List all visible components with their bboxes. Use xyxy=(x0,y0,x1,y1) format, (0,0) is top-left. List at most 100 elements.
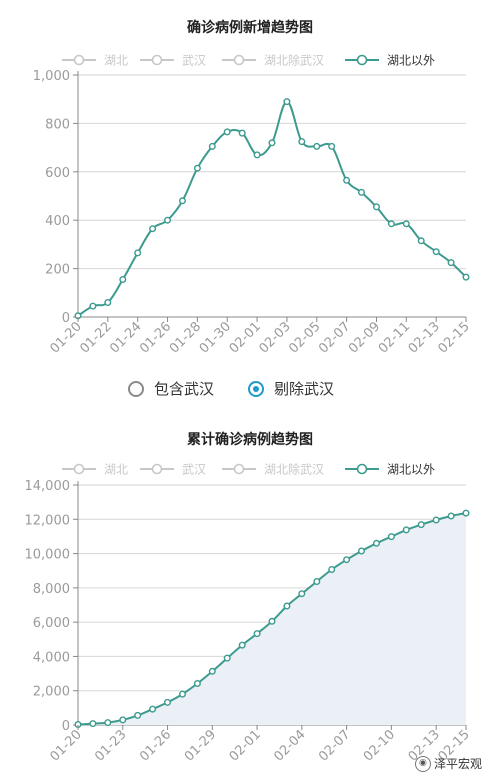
data-point xyxy=(462,273,470,281)
data-point xyxy=(149,705,157,713)
legend-label: 湖北以外 xyxy=(387,53,435,68)
y-tick-label: 0 xyxy=(62,311,70,326)
radio-include-wuhan[interactable] xyxy=(128,380,144,397)
y-tick-label: 4,000 xyxy=(33,650,70,665)
data-point xyxy=(223,128,231,136)
data-point xyxy=(387,533,395,541)
y-tick-label: 6,000 xyxy=(33,616,70,631)
data-point xyxy=(432,248,440,256)
watermark-text: 泽平宏观 xyxy=(433,757,482,771)
data-point xyxy=(178,197,186,205)
data-point xyxy=(134,711,142,719)
data-point xyxy=(313,142,321,150)
y-tick-label: 0 xyxy=(62,719,70,734)
data-point xyxy=(163,216,171,224)
series-line xyxy=(77,100,467,317)
data-point xyxy=(253,151,261,159)
y-tick-label: 12,000 xyxy=(25,513,71,528)
data-point xyxy=(462,509,470,517)
legend-marker xyxy=(356,463,368,475)
x-tick-label: 01-30 xyxy=(197,319,234,356)
legend-marker xyxy=(73,463,85,475)
data-point xyxy=(313,577,321,585)
y-tick-label: 400 xyxy=(45,214,70,229)
legend-label: 湖北除武汉 xyxy=(264,53,324,68)
data-point xyxy=(193,680,201,688)
y-tick-label: 800 xyxy=(45,117,70,132)
radio-include-wuhan-label: 包含武汉 xyxy=(154,380,215,398)
y-tick-label: 1,000 xyxy=(33,69,70,84)
x-tick-label: 02-01 xyxy=(227,319,264,356)
radio-option-include-wuhan[interactable]: 包含武汉 xyxy=(128,378,214,399)
legend-marker xyxy=(356,54,368,66)
data-point xyxy=(387,220,395,228)
data-point xyxy=(89,302,97,310)
x-tick-label: 02-01 xyxy=(227,727,264,764)
radio-exclude-wuhan[interactable] xyxy=(248,380,264,397)
x-tick-label: 01-24 xyxy=(107,319,144,356)
data-point xyxy=(328,142,336,150)
data-point xyxy=(223,654,231,662)
x-tick-label: 02-04 xyxy=(271,727,308,764)
x-tick-label: 02-11 xyxy=(376,319,413,356)
x-tick-label: 02-10 xyxy=(361,727,398,764)
wuhan-filter-radio-group: 包含武汉 剔除武汉 xyxy=(0,378,500,408)
y-tick-label: 8,000 xyxy=(33,582,70,597)
data-point xyxy=(358,547,366,555)
legend-marker xyxy=(151,54,163,66)
legend-label: 武汉 xyxy=(182,54,206,68)
legend-marker xyxy=(151,463,163,475)
x-tick-label: 01-29 xyxy=(182,727,219,764)
data-point xyxy=(163,698,171,706)
data-point xyxy=(402,220,410,228)
radio-exclude-wuhan-label: 剔除武汉 xyxy=(274,380,335,398)
data-point xyxy=(104,299,112,307)
legend-marker xyxy=(233,463,245,475)
data-point xyxy=(119,276,127,284)
data-point xyxy=(134,249,142,257)
x-tick-label: 02-07 xyxy=(316,727,353,764)
data-point xyxy=(447,259,455,267)
data-point xyxy=(283,602,291,610)
chart-title: 确诊病例新增趋势图 xyxy=(187,19,313,36)
legend-label: 湖北以外 xyxy=(387,462,435,477)
data-point xyxy=(432,516,440,524)
data-point xyxy=(193,164,201,172)
legend-label: 湖北 xyxy=(104,53,128,68)
legend-marker xyxy=(233,54,245,66)
data-point xyxy=(373,539,381,547)
y-tick-label: 200 xyxy=(45,263,70,278)
x-tick-label: 02-05 xyxy=(286,319,323,356)
data-point xyxy=(298,138,306,146)
data-point xyxy=(119,716,127,724)
data-point xyxy=(328,565,336,573)
data-point xyxy=(208,667,216,675)
series-area-fill xyxy=(78,513,466,725)
y-tick-label: 600 xyxy=(45,166,70,181)
data-point xyxy=(89,720,97,728)
data-point xyxy=(417,521,425,529)
data-point xyxy=(149,225,157,233)
x-tick-label: 02-09 xyxy=(346,319,383,356)
data-point xyxy=(298,590,306,598)
x-tick-label: 01-22 xyxy=(77,319,114,356)
legend-marker xyxy=(73,54,85,66)
data-point xyxy=(358,188,366,196)
x-tick-label: 01-23 xyxy=(92,727,129,764)
x-tick-label: 02-15 xyxy=(436,319,473,356)
x-tick-label: 01-26 xyxy=(137,727,174,764)
data-point xyxy=(178,690,186,698)
y-tick-label: 2,000 xyxy=(33,685,70,700)
y-tick-label: 10,000 xyxy=(25,548,71,563)
x-tick-label: 02-03 xyxy=(256,319,293,356)
legend-label: 湖北 xyxy=(104,462,128,477)
data-point xyxy=(283,98,291,106)
data-point xyxy=(104,719,112,727)
data-point xyxy=(208,142,216,150)
radio-option-exclude-wuhan[interactable]: 剔除武汉 xyxy=(248,378,334,399)
data-point xyxy=(268,617,276,625)
x-tick-label: 01-26 xyxy=(137,319,174,356)
data-point xyxy=(402,526,410,534)
data-point xyxy=(253,630,261,638)
legend-label: 湖北除武汉 xyxy=(264,462,324,477)
